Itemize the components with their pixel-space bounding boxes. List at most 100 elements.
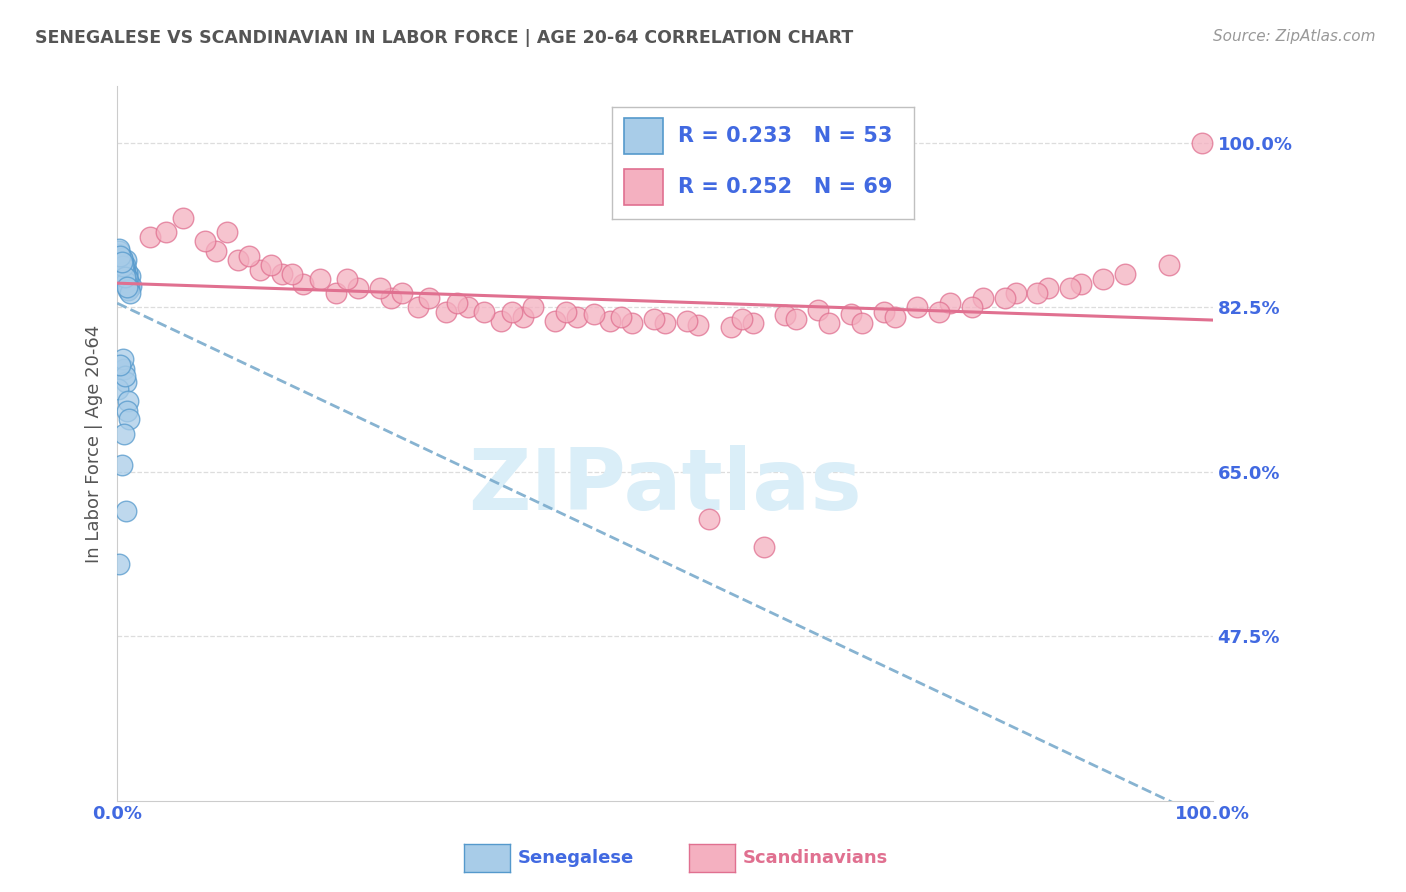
Point <box>110 253 132 268</box>
Point <box>114 258 136 272</box>
Point <box>434 305 457 319</box>
Point <box>194 235 217 249</box>
Point <box>599 314 621 328</box>
Point <box>110 252 132 266</box>
Point <box>114 368 136 383</box>
Point <box>472 305 495 319</box>
Text: R = 0.233   N = 53: R = 0.233 N = 53 <box>678 126 893 146</box>
Point <box>972 291 994 305</box>
Point <box>292 277 315 291</box>
Point <box>368 281 391 295</box>
Point <box>114 270 136 285</box>
Text: Senegalese: Senegalese <box>517 849 634 867</box>
Point <box>1038 281 1060 295</box>
Point <box>120 286 142 301</box>
Point <box>112 262 135 277</box>
Point <box>108 557 131 571</box>
Point <box>111 257 134 271</box>
Point <box>457 300 479 314</box>
Point <box>676 314 699 328</box>
Point <box>226 253 249 268</box>
Point <box>1026 286 1049 301</box>
Point <box>111 259 134 273</box>
Point <box>115 279 138 293</box>
Point <box>489 314 512 328</box>
Point <box>118 412 141 426</box>
Point <box>115 504 138 518</box>
Point <box>108 244 131 258</box>
Point <box>115 253 138 268</box>
Point <box>939 295 962 310</box>
Point <box>112 260 135 275</box>
Point <box>851 316 873 330</box>
Point <box>155 225 177 239</box>
Point <box>117 394 139 409</box>
Point <box>501 305 523 319</box>
Point <box>785 312 807 326</box>
Point <box>115 264 138 278</box>
Point <box>111 256 134 270</box>
Text: Source: ZipAtlas.com: Source: ZipAtlas.com <box>1212 29 1375 44</box>
Point <box>380 291 402 305</box>
Point <box>108 248 131 262</box>
Point <box>107 382 129 396</box>
Point <box>112 265 135 279</box>
Point <box>238 248 260 262</box>
Point <box>110 359 132 373</box>
Y-axis label: In Labor Force | Age 20-64: In Labor Force | Age 20-64 <box>86 325 103 563</box>
Point <box>112 264 135 278</box>
Point <box>1004 286 1026 301</box>
Point <box>741 316 763 330</box>
Point <box>110 255 132 269</box>
Point <box>110 255 132 269</box>
Point <box>347 281 370 295</box>
Point <box>1157 258 1180 272</box>
Point <box>115 269 138 284</box>
Text: Scandinavians: Scandinavians <box>742 849 887 867</box>
Point <box>775 308 797 322</box>
Point <box>993 291 1015 305</box>
Point <box>117 274 139 288</box>
Point <box>115 272 138 286</box>
Point <box>1059 281 1081 295</box>
Point <box>807 303 830 318</box>
Point <box>115 275 138 289</box>
FancyBboxPatch shape <box>624 169 664 205</box>
Point <box>114 266 136 280</box>
Point <box>752 540 775 554</box>
Point <box>249 262 271 277</box>
Point <box>308 272 330 286</box>
Point <box>110 251 132 265</box>
FancyBboxPatch shape <box>624 118 664 153</box>
Point <box>522 300 544 314</box>
Point <box>555 305 578 319</box>
Point <box>720 320 742 334</box>
Point <box>686 318 709 332</box>
Point <box>544 314 567 328</box>
Point <box>281 268 304 282</box>
Point <box>654 316 676 330</box>
Point <box>1092 272 1115 286</box>
Point <box>259 258 281 272</box>
Point <box>818 316 841 330</box>
Point <box>905 300 928 314</box>
Point <box>118 281 141 295</box>
Point <box>408 300 430 314</box>
Point <box>873 305 896 319</box>
Point <box>108 242 131 256</box>
Point <box>115 271 138 285</box>
Point <box>112 427 135 442</box>
Point <box>110 458 132 472</box>
Point <box>1114 268 1136 282</box>
Point <box>697 511 720 525</box>
Point <box>120 278 142 293</box>
Point <box>884 310 907 324</box>
Point <box>204 244 226 258</box>
Point <box>325 286 347 301</box>
Point <box>643 312 665 326</box>
Point <box>446 295 468 310</box>
Point <box>110 250 132 264</box>
Point <box>839 307 862 321</box>
Point <box>110 252 132 267</box>
Point <box>107 246 129 260</box>
